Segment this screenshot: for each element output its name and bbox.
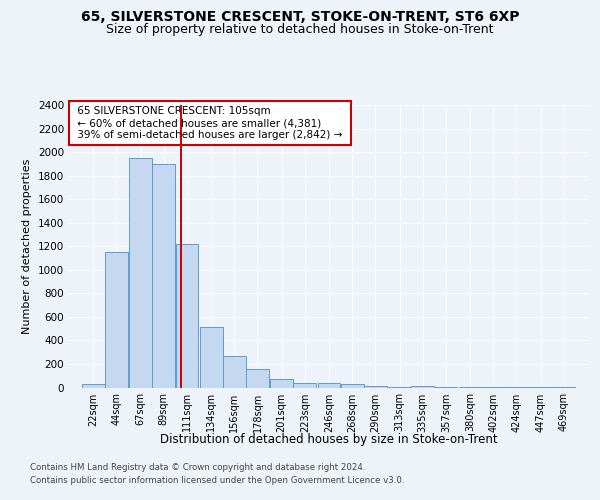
Bar [223,356,245,388]
Bar [105,252,128,388]
Bar [82,384,104,388]
Bar [293,383,316,388]
Text: 65 SILVERSTONE CRESCENT: 105sqm
 ← 60% of detached houses are smaller (4,381)
 3: 65 SILVERSTONE CRESCENT: 105sqm ← 60% of… [74,106,346,140]
Bar [412,386,434,388]
Bar [176,244,199,388]
Bar [482,387,505,388]
Y-axis label: Number of detached properties: Number of detached properties [22,158,32,334]
Text: Contains HM Land Registry data © Crown copyright and database right 2024.: Contains HM Land Registry data © Crown c… [30,462,365,471]
Bar [152,164,175,388]
Bar [364,386,386,388]
Text: Contains public sector information licensed under the Open Government Licence v3: Contains public sector information licen… [30,476,404,485]
Bar [388,387,411,388]
Bar [200,328,223,388]
Text: Distribution of detached houses by size in Stoke-on-Trent: Distribution of detached houses by size … [160,432,497,446]
Bar [317,384,340,388]
Bar [529,387,552,388]
Bar [130,158,152,388]
Text: 65, SILVERSTONE CRESCENT, STOKE-ON-TRENT, ST6 6XP: 65, SILVERSTONE CRESCENT, STOKE-ON-TRENT… [81,10,519,24]
Bar [271,378,293,388]
Bar [341,384,364,388]
Bar [434,387,457,388]
Text: Size of property relative to detached houses in Stoke-on-Trent: Size of property relative to detached ho… [106,22,494,36]
Bar [246,370,269,388]
